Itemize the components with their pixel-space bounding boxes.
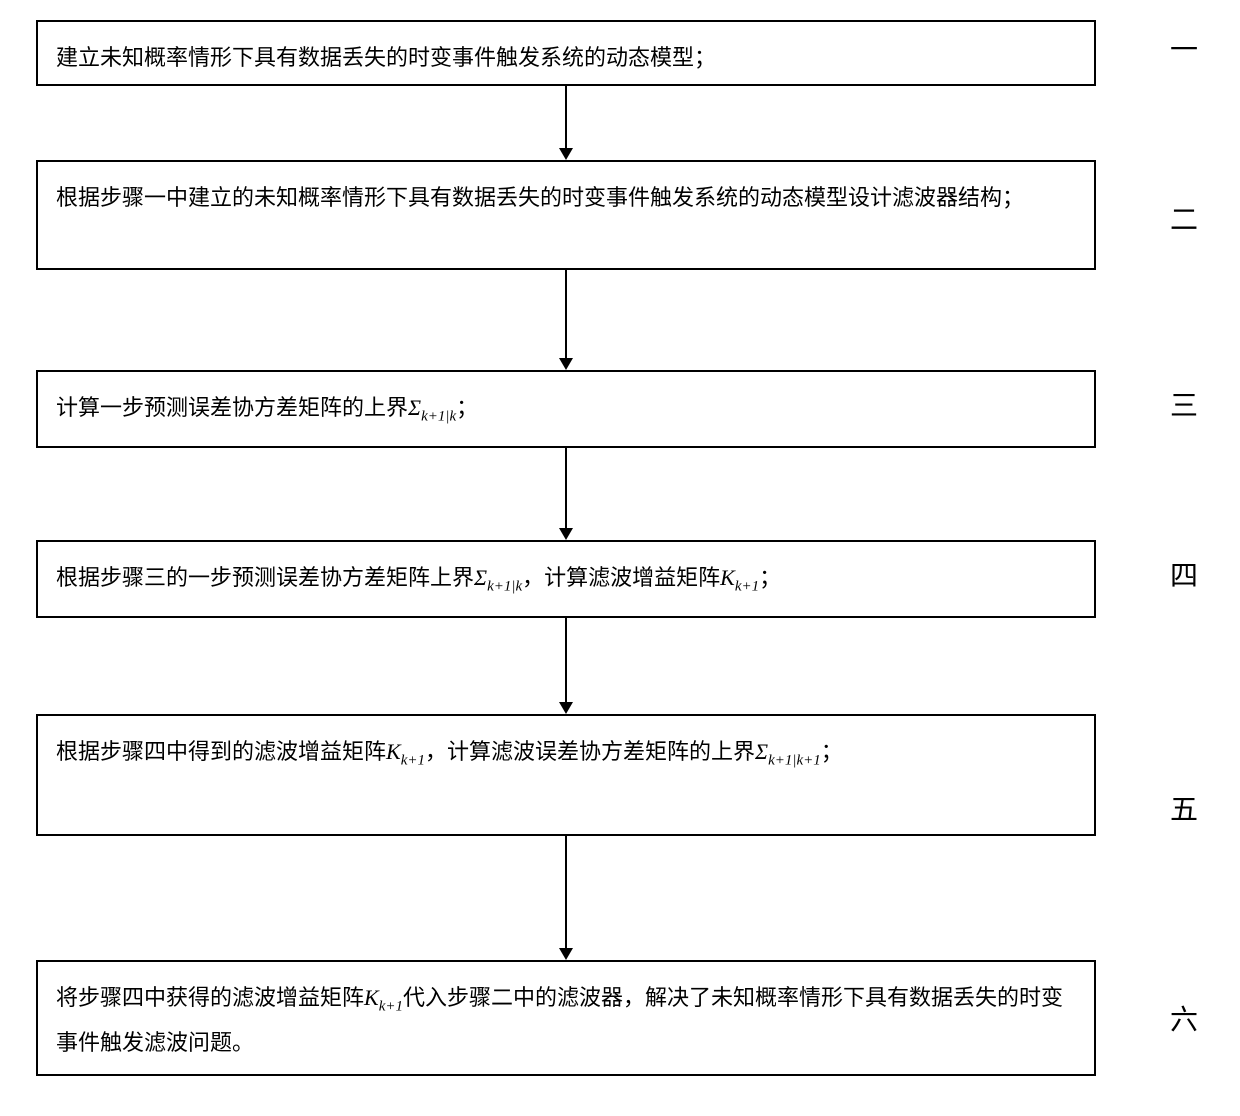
arrow-head-2 xyxy=(559,358,573,370)
arrow-head-5 xyxy=(559,948,573,960)
arrow-head-4 xyxy=(559,702,573,714)
flow-step-text: 将步骤四中获得的滤波增益矩阵Kk+1代入步骤二中的滤波器，解决了未知概率情形下具… xyxy=(56,976,1076,1065)
flow-step-text: 根据步骤一中建立的未知概率情形下具有数据丢失的时变事件触发系统的动态模型设计滤波… xyxy=(56,176,1024,220)
step-label-1: 一 xyxy=(1170,28,1198,68)
flow-step-text: 根据步骤四中得到的滤波增益矩阵Kk+1，计算滤波误差协方差矩阵的上界Σk+1|k… xyxy=(56,730,843,775)
arrow-head-1 xyxy=(559,148,573,160)
step-label-2: 二 xyxy=(1170,198,1198,238)
arrow-line-2 xyxy=(565,270,567,358)
step-label-6: 六 xyxy=(1170,998,1198,1038)
flow-step-1: 建立未知概率情形下具有数据丢失的时变事件触发系统的动态模型； xyxy=(36,20,1096,86)
arrow-head-3 xyxy=(559,528,573,540)
step-label-4: 四 xyxy=(1170,554,1198,594)
flow-step-3: 计算一步预测误差协方差矩阵的上界Σk+1|k； xyxy=(36,370,1096,448)
flow-step-text: 根据步骤三的一步预测误差协方差矩阵上界Σk+1|k，计算滤波增益矩阵Kk+1； xyxy=(56,556,781,601)
step-label-5: 五 xyxy=(1170,788,1198,828)
flow-step-text: 建立未知概率情形下具有数据丢失的时变事件触发系统的动态模型； xyxy=(56,36,716,80)
arrow-line-5 xyxy=(565,836,567,948)
arrow-line-4 xyxy=(565,618,567,702)
flow-step-4: 根据步骤三的一步预测误差协方差矩阵上界Σk+1|k，计算滤波增益矩阵Kk+1； xyxy=(36,540,1096,618)
arrow-line-3 xyxy=(565,448,567,528)
arrow-line-1 xyxy=(565,86,567,148)
step-label-3: 三 xyxy=(1170,384,1198,424)
flow-step-5: 根据步骤四中得到的滤波增益矩阵Kk+1，计算滤波误差协方差矩阵的上界Σk+1|k… xyxy=(36,714,1096,836)
flow-step-text: 计算一步预测误差协方差矩阵的上界Σk+1|k； xyxy=(56,386,478,431)
flow-step-2: 根据步骤一中建立的未知概率情形下具有数据丢失的时变事件触发系统的动态模型设计滤波… xyxy=(36,160,1096,270)
flow-step-6: 将步骤四中获得的滤波增益矩阵Kk+1代入步骤二中的滤波器，解决了未知概率情形下具… xyxy=(36,960,1096,1076)
